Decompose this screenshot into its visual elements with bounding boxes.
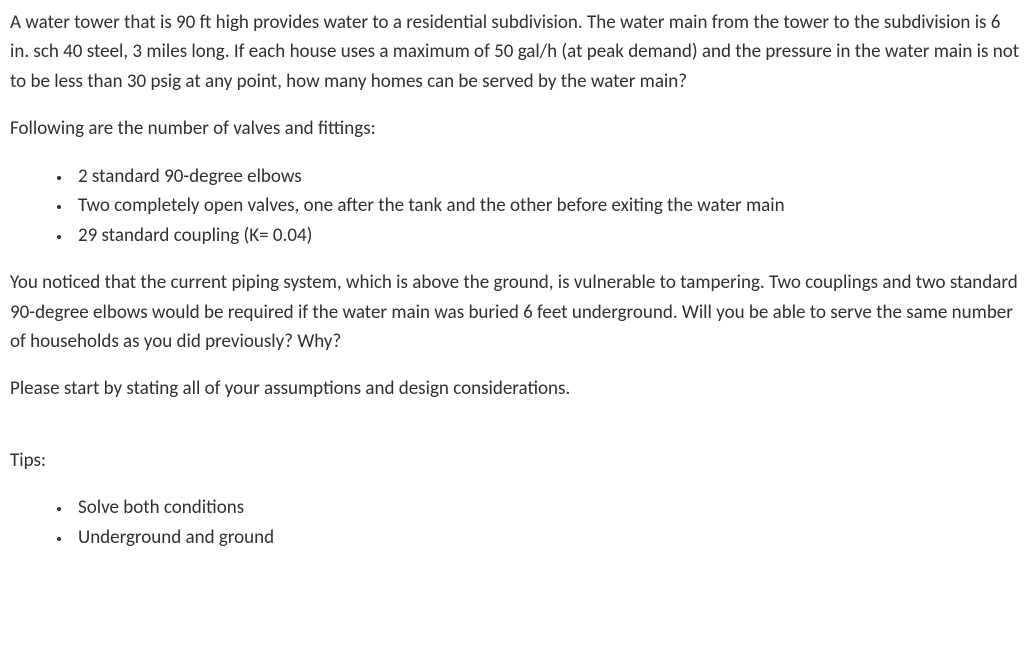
tips-list: Solve both conditions Underground and gr… (10, 493, 1023, 552)
problem-statement: A water tower that is 90 ft high provide… (10, 8, 1023, 96)
list-item: Underground and ground (72, 523, 1023, 552)
list-item: Solve both conditions (72, 493, 1023, 522)
underground-paragraph: You noticed that the current piping syst… (10, 268, 1023, 356)
fittings-list: 2 standard 90-degree elbows Two complete… (10, 162, 1023, 250)
list-item: 2 standard 90-degree elbows (72, 162, 1023, 191)
assumptions-prompt: Please start by stating all of your assu… (10, 374, 1023, 403)
document-page: A water tower that is 90 ft high provide… (0, 0, 1033, 552)
tips-heading: Tips: (10, 446, 1023, 475)
list-item: 29 standard coupling (K= 0.04) (72, 221, 1023, 250)
list-item: Two completely open valves, one after th… (72, 191, 1023, 220)
fittings-lead: Following are the number of valves and f… (10, 114, 1023, 143)
